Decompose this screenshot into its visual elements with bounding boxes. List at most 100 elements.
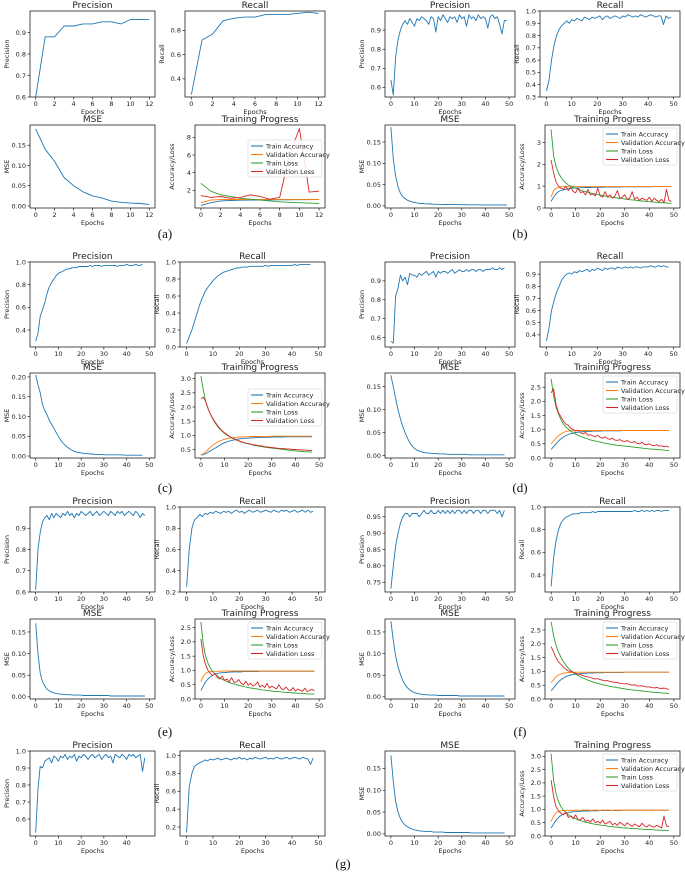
x-tick-label: 10 xyxy=(572,702,580,710)
y-tick-label: 0.3 xyxy=(526,93,536,101)
plot-frame xyxy=(384,372,516,459)
x-tick-label: 50 xyxy=(670,702,678,710)
x-tick-label: 20 xyxy=(596,839,604,847)
chart-title: Training Progress xyxy=(221,363,299,373)
plot-frame xyxy=(384,618,516,700)
y-tick-label: 1 xyxy=(537,182,541,190)
chart-title: Recall xyxy=(599,497,626,507)
y-tick-label: 1.0 xyxy=(181,667,191,675)
y-tick-label: 0.0 xyxy=(531,454,541,462)
y-tick-label: 3.0 xyxy=(181,375,191,383)
x-tick-label: 30 xyxy=(619,350,627,358)
x-tick-label: 20 xyxy=(596,595,604,603)
plot-frame xyxy=(384,750,516,837)
x-axis-label: Epochs xyxy=(248,469,272,477)
y-tick-label: 0.05 xyxy=(12,433,26,441)
y-tick-label: 0.5 xyxy=(531,819,541,827)
y-tick-label: 0 xyxy=(537,204,541,212)
x-tick-label: 40 xyxy=(644,100,652,108)
y-tick-label: 0.0 xyxy=(531,832,541,840)
x-tick-label: 40 xyxy=(481,595,489,603)
y-tick-label: 0.8 xyxy=(16,546,26,554)
y-tick-label: 2.0 xyxy=(181,638,191,646)
caption-f: (f) xyxy=(514,724,527,739)
y-tick-label: 0.9 xyxy=(16,764,26,772)
chart-title: Precision xyxy=(430,1,470,11)
x-axis-label: Epochs xyxy=(81,847,105,855)
plot-frame xyxy=(29,124,156,209)
y-tick-label: 1.5 xyxy=(531,792,541,800)
y-axis-label: Accuracy/Loss xyxy=(168,392,176,439)
y-tick-label: 0.7 xyxy=(371,315,381,323)
y-tick-label: 0.7 xyxy=(371,65,381,73)
legend-box xyxy=(247,139,323,178)
x-tick-label: 30 xyxy=(621,461,629,469)
chart-d-13: Recall 0 10 20 30 40 50 0.4 0.5 0.6 0.7 0.8 0.9 Epoch… xyxy=(513,252,681,366)
x-tick-label: 30 xyxy=(262,595,270,603)
x-tick-label: 20 xyxy=(244,461,252,469)
x-axis-label: Epochs xyxy=(81,358,105,366)
x-tick-label: 10 xyxy=(572,839,580,847)
x-tick-label: 20 xyxy=(593,100,601,108)
y-tick-label: 0.8 xyxy=(526,32,536,40)
y-tick-label: 2.5 xyxy=(531,626,541,634)
y-tick-label: 1.0 xyxy=(531,503,541,511)
x-tick-label: 50 xyxy=(505,461,513,469)
x-tick-label: 10 xyxy=(410,839,418,847)
series-line-train-loss xyxy=(200,621,315,695)
x-tick-label: 10 xyxy=(410,595,418,603)
x-tick-label: 2 xyxy=(53,211,57,219)
x-tick-label: 0 xyxy=(185,595,189,603)
chart-d-15: Training Progress 0 10 20 30 40 50 0.0 0.5 1.0 1.5… xyxy=(518,363,685,477)
x-tick-label: 4 xyxy=(71,100,75,108)
legend-label: Validation Loss xyxy=(266,650,315,658)
y-tick-label: 0.4 xyxy=(16,326,26,334)
y-axis-label: Recall xyxy=(513,44,521,64)
series-line-main xyxy=(35,753,146,833)
plot-frame xyxy=(29,506,156,593)
x-tick-label: 10 xyxy=(410,100,418,108)
y-tick-label: 0.8 xyxy=(371,296,381,304)
series-line-main xyxy=(390,509,505,589)
plot-frame xyxy=(384,124,516,209)
x-tick-label: 20 xyxy=(77,461,85,469)
x-tick-label: 30 xyxy=(262,839,270,847)
x-tick-label: 40 xyxy=(122,595,130,603)
x-tick-label: 50 xyxy=(670,595,678,603)
plot-frame xyxy=(539,10,681,98)
x-tick-label: 0 xyxy=(34,461,38,469)
series-line-validation-loss xyxy=(550,388,670,448)
y-tick-label: 0.2 xyxy=(166,823,176,831)
caption-b: (b) xyxy=(512,226,527,241)
x-tick-label: 50 xyxy=(669,100,677,108)
y-tick-label: 1.5 xyxy=(181,417,191,425)
y-tick-label: 1.0 xyxy=(166,503,176,511)
y-tick-label: 0.15 xyxy=(367,628,381,636)
x-tick-label: 50 xyxy=(505,211,513,219)
x-tick-label: 40 xyxy=(122,350,130,358)
x-tick-label: 10 xyxy=(54,461,62,469)
y-tick-label: 0.4 xyxy=(526,81,536,89)
x-tick-label: 0 xyxy=(199,211,203,219)
y-tick-label: 0.4 xyxy=(166,309,176,317)
x-tick-label: 40 xyxy=(481,350,489,358)
x-tick-label: 0 xyxy=(34,211,38,219)
x-tick-label: 0 xyxy=(389,461,393,469)
x-tick-label: 40 xyxy=(122,702,130,710)
y-tick-label: 0.10 xyxy=(367,787,381,795)
chart-a-3: Training Progress 0 2 4 6 8 10 12 2 4 6 8 Epochs Accu… xyxy=(168,115,330,227)
x-tick-label: 50 xyxy=(145,595,153,603)
chart-g-26: MSE 0 10 20 30 40 50 0.00 0.05 0.10 0.15 Epochs MSE xyxy=(358,741,516,855)
chart-e-19: Training Progress 0 10 20 30 40 50 0.0 0.5 1.0 1.5… xyxy=(168,609,330,718)
y-tick-label: 0.5 xyxy=(181,681,191,689)
x-axis-label: Epochs xyxy=(81,219,105,227)
x-tick-label: 40 xyxy=(481,702,489,710)
series-line-main xyxy=(390,14,507,96)
x-tick-label: 6 xyxy=(90,100,94,108)
y-tick-label: 2.0 xyxy=(531,398,541,406)
legend-label: Train Loss xyxy=(265,159,299,167)
x-tick-label: 8 xyxy=(278,211,282,219)
chart-g-27: Training Progress 0 10 20 30 40 50 0.0 0.5 1.0 1.5… xyxy=(518,741,685,855)
legend-label: Validation Accuracy xyxy=(621,139,685,147)
